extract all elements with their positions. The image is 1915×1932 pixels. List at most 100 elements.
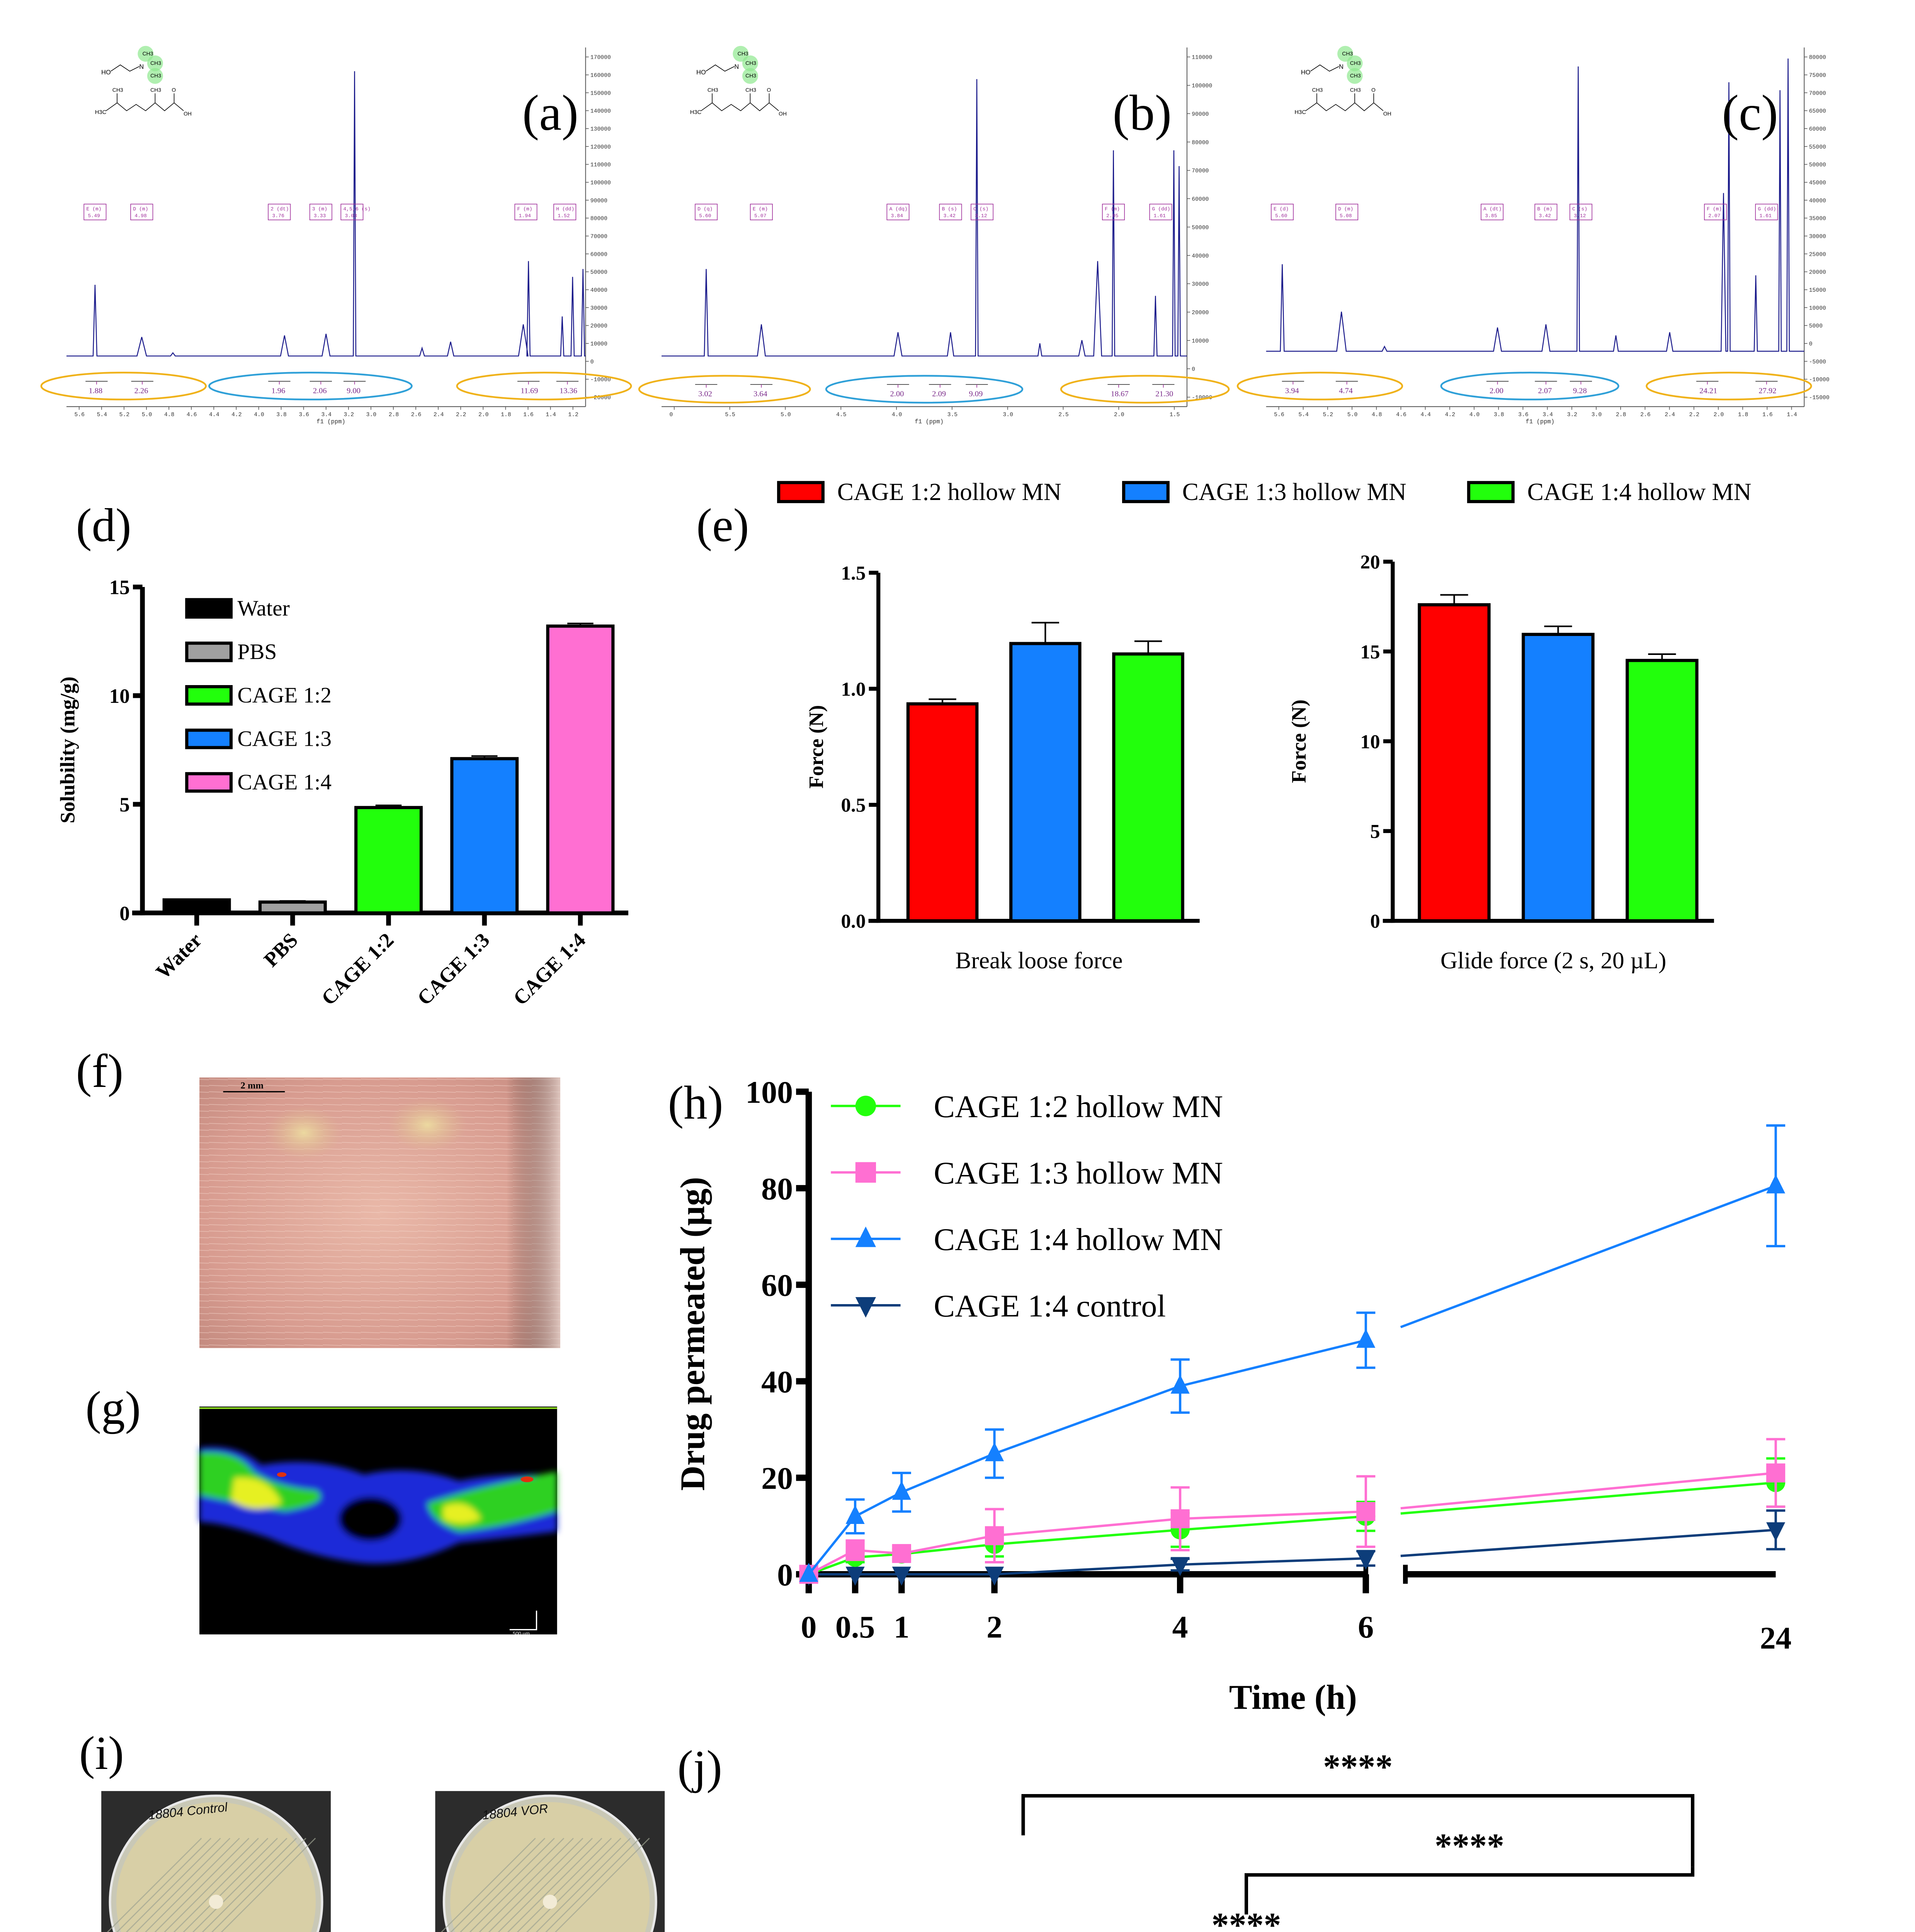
integral-value: 9.28 <box>1573 387 1587 395</box>
agar-lawn <box>450 1802 650 1932</box>
streak-line <box>221 1838 316 1932</box>
scale-bar-label: 2 mm <box>241 1080 264 1091</box>
nmr-x-tick-label: 5.0 <box>142 412 152 418</box>
streak-line <box>507 1838 602 1932</box>
series-line <box>1400 1471 1776 1510</box>
nmr-y-tick-label: 40000 <box>1192 253 1209 259</box>
molecule-atom: HO <box>696 69 706 76</box>
nmr-x-tick-label: 3.6 <box>299 412 309 418</box>
x-tick-label: 1 <box>894 1609 910 1645</box>
nmr-x-tick-label: 4.0 <box>892 412 902 418</box>
integral-group-oval <box>40 372 207 401</box>
nmr-y-tick-label: 20000 <box>1809 270 1826 276</box>
x-tick-label: 4 <box>1172 1609 1188 1645</box>
nmr-y-tick-label: 70000 <box>590 234 607 240</box>
nmr-x-tick-label: 3.0 <box>366 412 377 418</box>
peak-label-box <box>268 204 291 220</box>
nmr-x-tick-label: 0 <box>670 412 673 418</box>
bar <box>1009 642 1082 923</box>
integral-value: 3.02 <box>698 390 712 398</box>
nmr-spectrum-c: 8000075000700006500060000550005000045000… <box>1236 46 1830 425</box>
nmr-x-tick-label: 1.4 <box>546 412 556 418</box>
bar <box>450 757 519 915</box>
molecule-atom: H3C <box>95 109 107 116</box>
peak-label-multiplicity: E (m) <box>753 206 768 212</box>
nmr-x-tick-label: 5.4 <box>1298 412 1309 418</box>
peak-label-multiplicity: G (dd) <box>1152 206 1170 212</box>
nmr-x-tick-label: 3.2 <box>344 412 354 418</box>
nmr-x-tick-label: 3.4 <box>321 412 332 418</box>
nmr-y-tick-label: 100000 <box>590 180 611 186</box>
peak-label-multiplicity: 3 (m) <box>312 206 327 212</box>
nmr-spectrum-line <box>662 79 1187 357</box>
streak-line <box>135 1838 231 1932</box>
nmr-x-tick-label: 3.8 <box>1494 412 1504 418</box>
peak-label-multiplicity: B (m) <box>1537 206 1552 212</box>
peak-label-box <box>83 204 107 220</box>
peak-label-box <box>553 204 577 220</box>
nmr-y-tick-label: 15000 <box>1809 287 1826 294</box>
series-line <box>1400 1529 1776 1557</box>
molecule-atom: HO <box>101 69 111 76</box>
nmr-y-tick-label: 25000 <box>1809 252 1826 258</box>
significance-bracket <box>1021 1794 1695 1867</box>
data-point <box>892 1481 911 1500</box>
panel-label-b: (b) <box>1112 85 1172 141</box>
nmr-x-tick-label: 2.2 <box>1689 412 1699 418</box>
skin-photo: 2 mm <box>199 1077 560 1348</box>
integral-value: 1.88 <box>88 387 102 395</box>
nmr-x-tick-label: 2.6 <box>1640 412 1651 418</box>
nmr-y-tick-label: 140000 <box>590 109 611 115</box>
nmr-y-tick-label: -10000 <box>1809 377 1830 383</box>
significance-label: **** <box>1435 1827 1504 1865</box>
peak-label-box <box>1270 204 1294 220</box>
y-axis-label: Drug permeated (µg) <box>674 1177 712 1491</box>
peak-label-shift: 3.12 <box>1574 213 1586 219</box>
peak-label-box <box>750 204 773 220</box>
data-point <box>1170 1509 1190 1529</box>
nmr-y-tick-label: 20000 <box>1192 310 1209 316</box>
data-point <box>1356 1551 1376 1570</box>
nmr-x-tick-label: 1.2 <box>568 412 578 418</box>
molecule-atom: CH3 <box>707 87 718 93</box>
peak-label-shift: 3.76 <box>272 213 284 219</box>
peak-label-shift: 3.12 <box>975 213 987 219</box>
bar <box>1418 603 1491 923</box>
nmr-spectrum-b: 1100001000009000080000700006000050000400… <box>638 46 1230 425</box>
scale-bar <box>509 1611 537 1631</box>
peak-label-box <box>886 204 910 220</box>
bar <box>162 898 231 915</box>
nmr-y-tick-label: 160000 <box>590 73 611 79</box>
molecule-atom: CH3 <box>1350 87 1361 93</box>
peak-label-shift: 5.60 <box>699 213 711 219</box>
molecule-atom: CH3 <box>1342 50 1353 56</box>
legend-label: CAGE 1:4 hollow MN <box>1527 478 1752 505</box>
molecule-atom: CH3 <box>745 73 756 79</box>
legend-swatch <box>185 598 233 619</box>
molecule-atom: CH3 <box>738 50 748 56</box>
streak-line <box>107 1838 202 1932</box>
peak-label-multiplicity: 2 (dt) <box>270 206 289 212</box>
data-point <box>845 1541 865 1560</box>
y-tick-label: 5 <box>119 793 130 816</box>
nmr-spectrum-line <box>66 71 586 357</box>
nmr-x-tick-label: 5.0 <box>781 412 791 418</box>
integral-value: 18.67 <box>1111 390 1129 398</box>
nmr-y-tick-label: -10000 <box>590 377 611 383</box>
nmr-y-tick-label: 120000 <box>590 144 611 150</box>
x-tick-label: 2 <box>986 1609 1002 1645</box>
nmr-x-tick-label: 5.2 <box>1323 412 1333 418</box>
nmr-x-tick-label: 4.4 <box>1420 412 1431 418</box>
x-axis-label: Glide force (2 s, 20 µL) <box>1441 947 1667 974</box>
integral-value: 21.30 <box>1155 390 1173 398</box>
nmr-y-tick-label: 60000 <box>1809 126 1826 133</box>
nmr-x-axis-label: f1 (ppm) <box>316 418 345 425</box>
nmr-y-tick-label: -5000 <box>1809 359 1826 365</box>
nmr-x-tick-label: 4.2 <box>1445 412 1456 418</box>
nmr-y-tick-label: 90000 <box>590 198 607 204</box>
peak-label-box <box>309 204 332 220</box>
y-axis-label: Solubility (mg/g) <box>56 677 79 823</box>
nmr-x-tick-label: 2.0 <box>1114 412 1124 418</box>
integral-value: 24.21 <box>1699 387 1717 395</box>
peak-label-box <box>340 204 364 220</box>
